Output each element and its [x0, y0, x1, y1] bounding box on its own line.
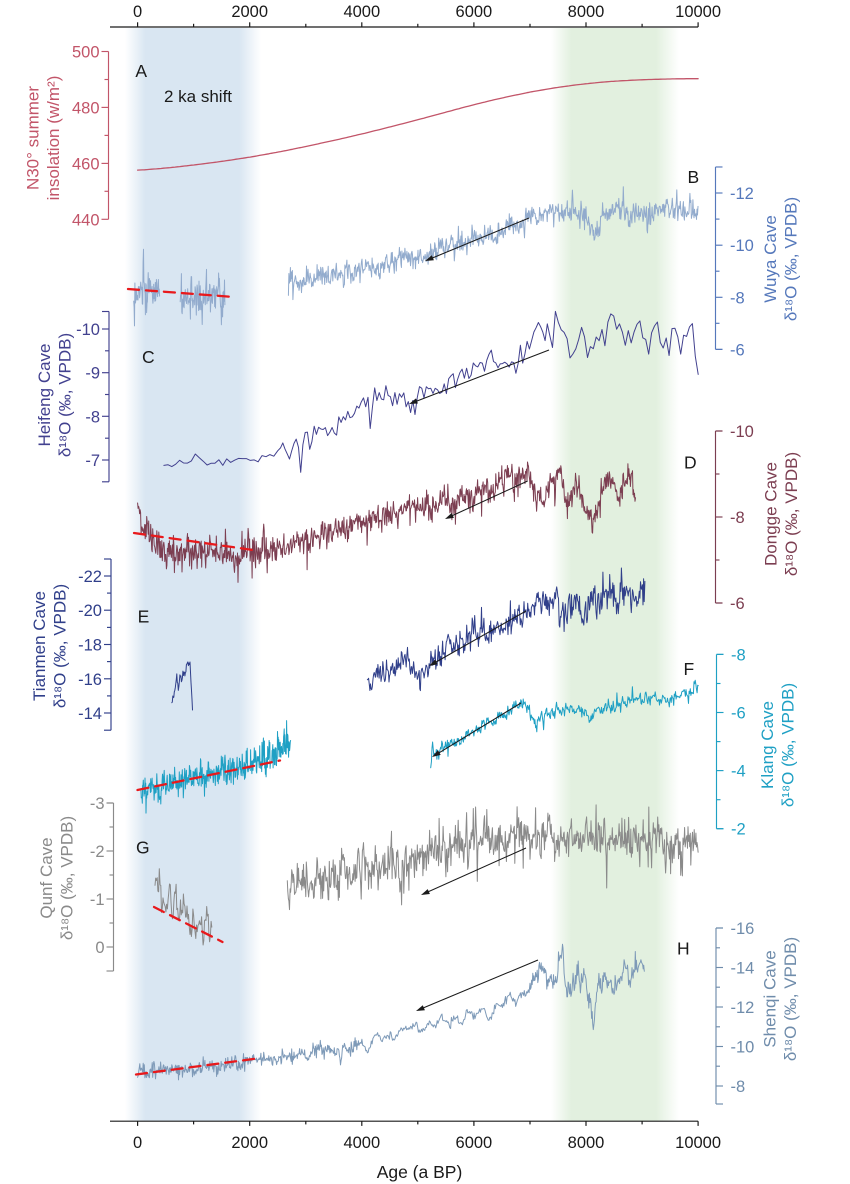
- svg-text:δ¹⁸O (‰, VPDB): δ¹⁸O (‰, VPDB): [51, 584, 70, 708]
- svg-text:-4: -4: [731, 763, 746, 781]
- svg-text:Wuya Cave: Wuya Cave: [761, 215, 780, 303]
- svg-text:Heifeng Cave: Heifeng Cave: [35, 343, 54, 446]
- svg-text:6000: 6000: [456, 1134, 493, 1152]
- svg-text:-14: -14: [78, 705, 102, 723]
- svg-text:2 ka shift: 2 ka shift: [164, 87, 232, 106]
- svg-text:-8: -8: [85, 408, 100, 426]
- svg-text:A: A: [135, 61, 147, 81]
- svg-text:-20: -20: [78, 602, 102, 620]
- svg-text:8000: 8000: [568, 1134, 605, 1152]
- svg-text:500: 500: [72, 44, 100, 62]
- svg-text:-8: -8: [730, 289, 745, 307]
- svg-text:-6: -6: [730, 341, 745, 359]
- svg-text:F: F: [684, 659, 695, 679]
- svg-text:-22: -22: [78, 568, 102, 586]
- svg-text:-10: -10: [731, 1039, 755, 1057]
- svg-text:2000: 2000: [231, 1134, 268, 1152]
- svg-text:0: 0: [133, 1134, 142, 1152]
- svg-text:4000: 4000: [343, 3, 380, 21]
- svg-text:460: 460: [72, 155, 100, 173]
- svg-text:δ¹⁸O (‰, VPDB): δ¹⁸O (‰, VPDB): [56, 333, 75, 457]
- svg-text:-2: -2: [731, 821, 746, 839]
- svg-text:-12: -12: [731, 999, 755, 1017]
- svg-text:G: G: [136, 838, 150, 858]
- svg-text:0: 0: [95, 939, 104, 957]
- svg-text:-18: -18: [78, 637, 102, 655]
- svg-text:δ¹⁸O (‰, VPDB): δ¹⁸O (‰, VPDB): [782, 452, 801, 576]
- svg-text:-10: -10: [730, 237, 754, 255]
- svg-text:Age (a BP): Age (a BP): [377, 1162, 463, 1182]
- svg-text:440: 440: [72, 211, 100, 229]
- svg-text:2000: 2000: [231, 3, 268, 21]
- svg-text:-8: -8: [730, 509, 745, 527]
- svg-text:δ¹⁸O (‰, VPDB): δ¹⁸O (‰, VPDB): [781, 937, 800, 1061]
- svg-text:-16: -16: [78, 671, 102, 689]
- svg-text:Tianmen Cave: Tianmen Cave: [30, 591, 49, 701]
- svg-text:0: 0: [133, 3, 142, 21]
- svg-text:δ¹⁸O (‰, VPDB): δ¹⁸O (‰, VPDB): [779, 683, 798, 807]
- svg-text:-12: -12: [730, 185, 754, 203]
- svg-text:δ¹⁸O (‰, VPDB): δ¹⁸O (‰, VPDB): [58, 816, 77, 940]
- svg-text:Qunf Cave: Qunf Cave: [37, 837, 56, 918]
- svg-text:-16: -16: [731, 920, 755, 938]
- svg-text:D: D: [684, 453, 697, 473]
- svg-text:E: E: [138, 607, 150, 627]
- svg-text:B: B: [688, 167, 700, 187]
- svg-text:-6: -6: [730, 595, 745, 613]
- svg-text:-10: -10: [730, 423, 754, 441]
- svg-text:-6: -6: [731, 705, 746, 723]
- svg-text:-2: -2: [90, 843, 105, 861]
- svg-text:N30° summer: N30° summer: [24, 86, 43, 190]
- svg-text:-1: -1: [90, 891, 105, 909]
- svg-text:8000: 8000: [568, 3, 605, 21]
- svg-text:4000: 4000: [343, 1134, 380, 1152]
- svg-text:-9: -9: [85, 365, 100, 383]
- svg-text:-8: -8: [731, 646, 746, 664]
- svg-text:10000: 10000: [675, 3, 721, 21]
- svg-text:H: H: [677, 939, 690, 959]
- svg-text:Shenqi Cave: Shenqi Cave: [761, 950, 780, 1047]
- svg-text:-3: -3: [90, 795, 105, 813]
- svg-text:Dongge Cave: Dongge Cave: [762, 462, 781, 566]
- svg-text:480: 480: [72, 99, 100, 117]
- svg-text:10000: 10000: [675, 1134, 721, 1152]
- svg-text:C: C: [142, 347, 155, 367]
- svg-text:-10: -10: [76, 321, 100, 339]
- svg-text:-14: -14: [731, 960, 755, 978]
- svg-text:-7: -7: [85, 452, 100, 470]
- svg-text:Klang Cave: Klang Cave: [758, 701, 777, 789]
- svg-text:-8: -8: [731, 1078, 746, 1096]
- svg-text:6000: 6000: [456, 3, 493, 21]
- svg-text:insolation (w/m²): insolation (w/m²): [44, 76, 63, 201]
- svg-text:δ¹⁸O (‰, VPDB): δ¹⁸O (‰, VPDB): [782, 197, 801, 321]
